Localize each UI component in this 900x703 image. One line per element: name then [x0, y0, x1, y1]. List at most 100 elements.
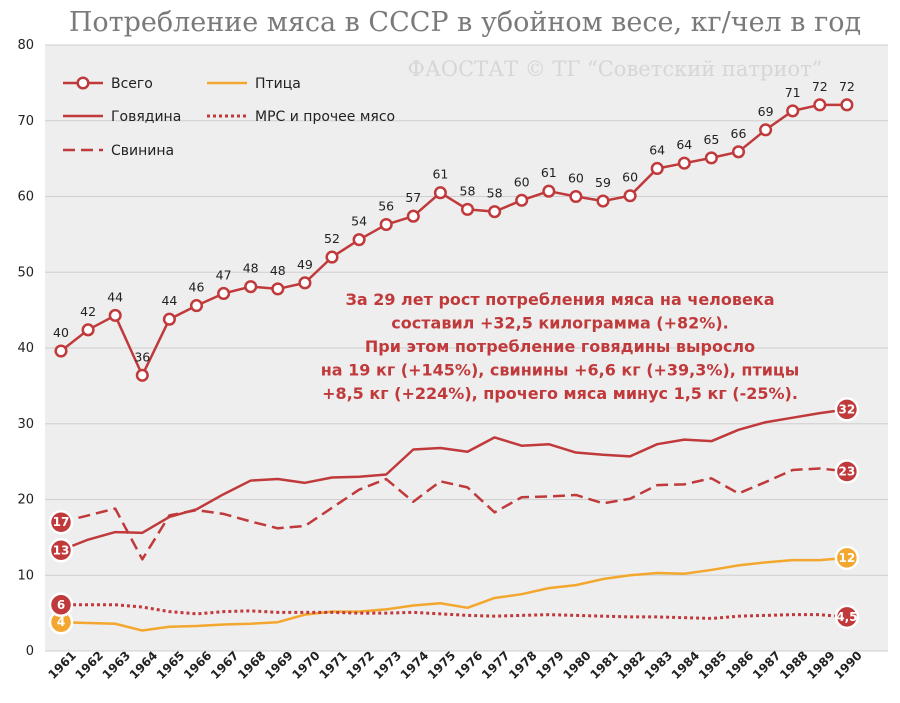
marker-total-1974	[406, 209, 420, 223]
data-label-1985: 65	[703, 132, 719, 147]
data-label-1987: 69	[758, 104, 774, 119]
marker-total-1963	[108, 308, 122, 322]
y-tick-20: 20	[17, 493, 34, 508]
data-label-1984: 64	[676, 137, 692, 152]
data-label-1963: 44	[107, 289, 123, 304]
marker-total-1971	[325, 250, 339, 264]
data-label-1976: 58	[460, 183, 476, 198]
annotation-line-3: на 19 кг (+145%), свинины +6,6 кг (+39,3…	[321, 361, 800, 380]
source-watermark: ФАОСТАТ © ТГ “Советский патриот”	[408, 57, 823, 81]
chart-title: Потребление мяса в СССР в убойном весе, …	[69, 7, 861, 38]
data-label-1971: 52	[324, 231, 340, 246]
legend-label-1: Птица	[255, 76, 301, 92]
badge-label-pork-end: 23	[839, 464, 856, 478]
data-label-1970: 49	[297, 257, 313, 272]
y-tick-50: 50	[17, 265, 34, 280]
data-label-1962: 42	[80, 304, 96, 319]
legend-label-2: Говядина	[111, 109, 181, 125]
marker-total-1981	[596, 194, 610, 208]
annotation-line-1: составил +32,5 килограмма (+82%).	[391, 314, 728, 333]
marker-total-1966	[189, 299, 204, 313]
marker-total-1980	[569, 189, 583, 204]
legend-label-4: Свинина	[111, 143, 174, 159]
marker-total-1983	[650, 161, 664, 176]
marker-total-1975	[433, 186, 447, 200]
y-tick-0: 0	[26, 644, 34, 659]
marker-total-1989	[813, 98, 827, 112]
marker-total-1964	[135, 368, 149, 382]
data-label-1986: 66	[731, 126, 747, 141]
series-line-poultry	[60, 556, 848, 632]
y-tick-30: 30	[17, 417, 34, 432]
marker-total-1968	[244, 280, 258, 294]
data-label-1974: 57	[405, 190, 421, 205]
annotation: За 29 лет рост потребления мяса на челов…	[321, 290, 800, 403]
marker-total-1982	[623, 189, 637, 203]
badge-label-beef-end: 32	[839, 402, 856, 416]
data-label-1975: 61	[432, 167, 448, 182]
legend: Всего Птица Говядина МРС и прочее мясо Свини…	[63, 76, 395, 159]
marker-total-1972	[352, 233, 366, 247]
marker-total-1985	[704, 151, 718, 165]
data-labels: 40 42 44 36 44 46 47 48 48 49 52 54 56 57 61 58 58 60 61 60…	[53, 79, 855, 364]
series-badges: 13 32 17 23 4 12 6 4,5	[48, 397, 860, 635]
badge-pork-end	[834, 459, 860, 484]
series-line-other	[61, 603, 848, 620]
y-tick-40: 40	[17, 341, 34, 356]
legend-label-0: Всего	[111, 76, 153, 92]
marker-total-1969	[271, 282, 285, 296]
y-tick-10: 10	[17, 568, 34, 583]
data-label-1973: 56	[378, 199, 394, 214]
data-label-1981: 59	[595, 175, 611, 190]
data-label-1966: 46	[189, 280, 205, 295]
data-label-1978: 60	[514, 174, 530, 189]
data-label-1983: 64	[649, 142, 665, 157]
data-label-1989: 72	[812, 79, 828, 94]
marker-total-1976	[460, 202, 475, 216]
data-label-1961: 40	[53, 325, 69, 340]
badge-label-poultry-start: 4	[57, 615, 65, 629]
data-label-1968: 48	[243, 261, 259, 276]
marker-total-1988	[786, 104, 800, 118]
data-label-1972: 54	[351, 214, 367, 229]
badge-label-other-end: 4,5	[836, 610, 857, 624]
data-label-1980: 60	[568, 171, 584, 186]
y-tick-70: 70	[17, 114, 34, 129]
badge-label-poultry-end: 12	[839, 551, 856, 565]
marker-total-1970	[298, 276, 312, 290]
annotation-line-0: За 29 лет рост потребления мяса на челов…	[345, 290, 774, 309]
y-tick-80: 80	[17, 38, 34, 53]
badge-poultry-end	[834, 545, 860, 571]
data-label-1979: 61	[541, 165, 557, 180]
data-label-1965: 44	[161, 293, 177, 308]
data-label-1969: 48	[270, 263, 286, 278]
badge-label-beef-start: 13	[53, 543, 70, 557]
marker-total-1986	[731, 145, 746, 159]
annotation-line-4: +8,5 кг (+224%), прочего мяса минус 1,5 …	[322, 384, 798, 403]
badge-label-pork-start: 17	[53, 515, 70, 529]
y-axis: 0 10 20 30 40 50 60 70 80	[17, 38, 34, 659]
series-line-beef	[60, 408, 848, 552]
data-label-1977: 58	[487, 186, 503, 201]
badge-beef-end	[834, 397, 860, 422]
data-label-1964: 36	[134, 349, 150, 364]
marker-total-1984	[677, 156, 691, 170]
marker-total-1977	[488, 205, 502, 219]
marker-total-1973	[379, 217, 393, 232]
data-label-1982: 60	[622, 170, 638, 185]
marker-total-1961	[54, 344, 68, 358]
marker-total-1967	[217, 286, 231, 301]
marker-total-1978	[515, 193, 529, 207]
badge-other-end	[834, 604, 860, 630]
data-label-1990: 72	[839, 79, 855, 94]
marker-total-1990	[840, 98, 854, 112]
series-layer	[54, 98, 854, 632]
marker-total-1965	[162, 312, 176, 326]
marker-total-1987	[759, 123, 773, 137]
y-tick-60: 60	[17, 190, 34, 205]
marker-total-1962	[81, 323, 95, 337]
badge-other-start	[48, 592, 74, 618]
badge-pork-start	[48, 509, 74, 535]
data-label-1967: 47	[216, 267, 232, 282]
